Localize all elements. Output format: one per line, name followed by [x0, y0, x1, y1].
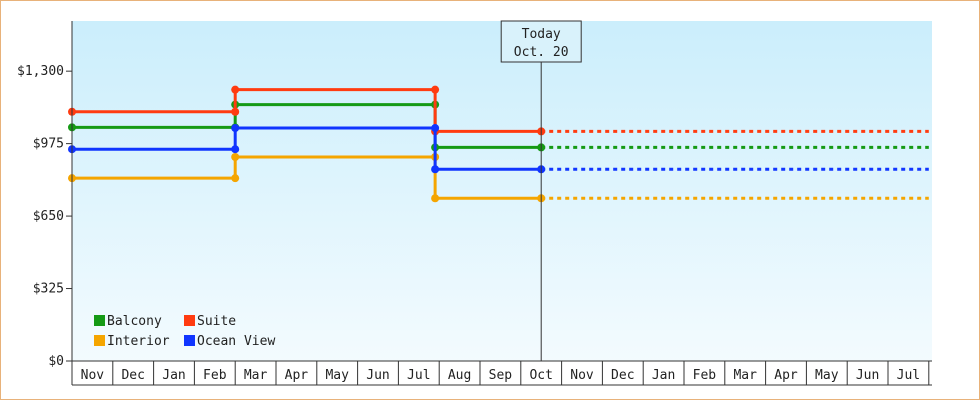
- series-line: [72, 103, 542, 149]
- series-interior: [68, 153, 929, 203]
- legend-swatch: [94, 315, 105, 326]
- y-tick-label: $325: [33, 282, 64, 297]
- today-box: [500, 20, 582, 63]
- x-tick-label: Jan: [162, 368, 185, 383]
- series-suite: [68, 85, 929, 136]
- legend-swatch: [184, 335, 195, 346]
- series-line: [72, 126, 542, 171]
- data-point: [431, 165, 440, 174]
- series-layer: [68, 85, 929, 203]
- y-tick-label: $975: [33, 137, 64, 152]
- x-tick-label: Aug: [448, 368, 471, 383]
- x-tick-label: Dec: [611, 368, 634, 383]
- x-tick-label: Sep: [489, 368, 513, 383]
- x-tick-label: Jun: [366, 368, 389, 383]
- legend-item: Ocean View: [184, 334, 275, 349]
- series-ocean-view: [68, 124, 929, 174]
- x-tick-label: Jan: [652, 368, 675, 383]
- today-date: Oct. 20: [514, 45, 569, 60]
- plot-background: [72, 21, 932, 361]
- legend-label: Ocean View: [197, 334, 275, 349]
- data-point: [431, 194, 440, 203]
- x-tick-label: Feb: [203, 368, 227, 383]
- y-tick-label: $1,300: [17, 64, 64, 79]
- x-tick-label: Jul: [407, 368, 430, 383]
- x-tick-label: Feb: [693, 368, 717, 383]
- data-point: [231, 107, 240, 116]
- legend-item: Interior: [94, 334, 170, 349]
- data-point: [231, 124, 240, 133]
- legend: Balcony Suite Interior Ocean View: [94, 314, 275, 349]
- today-label: Today: [522, 27, 561, 42]
- data-point: [231, 85, 240, 94]
- x-tick-label: Jul: [897, 368, 920, 383]
- x-tick-label: Nov: [81, 368, 105, 383]
- x-tick-label: Mar: [244, 368, 268, 383]
- axes: $0 $325 $650 $975 $1,300 Nov Dec Jan Feb Mar Apr Ma…: [17, 21, 932, 386]
- x-tick-label: Nov: [570, 368, 594, 383]
- x-tick-label: Oct: [529, 368, 552, 383]
- x-tick-label: Jun: [856, 368, 879, 383]
- x-tick-label: Apr: [285, 368, 309, 383]
- data-point: [231, 153, 240, 161]
- today-marker: Today Oct. 20: [500, 20, 582, 361]
- data-point: [431, 85, 440, 94]
- data-point: [431, 124, 440, 133]
- legend-swatch: [184, 315, 195, 326]
- x-tick-label: May: [815, 368, 839, 383]
- x-tick-label: Dec: [121, 368, 144, 383]
- legend-swatch: [94, 335, 105, 346]
- legend-label: Suite: [197, 314, 236, 329]
- x-tick-label: Mar: [733, 368, 757, 383]
- x-tick-label: Apr: [774, 368, 798, 383]
- series-line: [72, 88, 542, 133]
- legend-item: Suite: [184, 314, 236, 329]
- y-tick-label: $650: [33, 209, 64, 224]
- series-line: [72, 155, 542, 200]
- data-point: [231, 174, 240, 183]
- legend-item: Balcony: [94, 314, 162, 329]
- legend-label: Interior: [107, 334, 170, 349]
- data-point: [231, 145, 240, 154]
- y-tick-label: $0: [48, 354, 64, 369]
- legend-label: Balcony: [107, 314, 162, 329]
- x-tick-label: May: [325, 368, 349, 383]
